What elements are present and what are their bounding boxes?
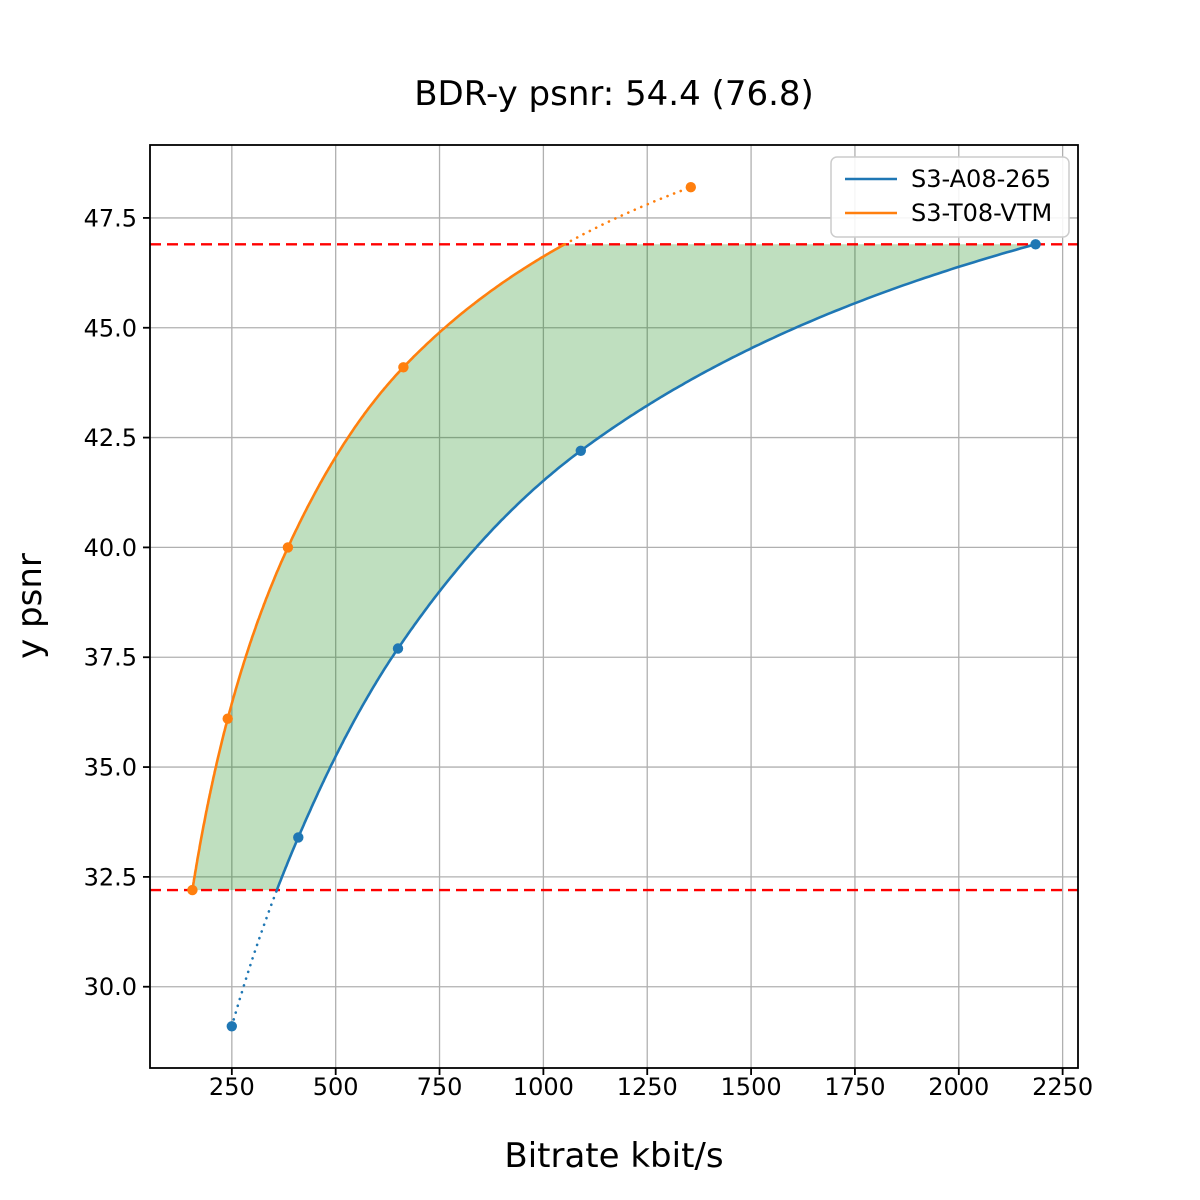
bd-rate-fill-area [192,244,1036,891]
y-tick-label: 47.5 [84,204,137,232]
series-curve [275,243,1037,892]
series-curve [191,243,566,892]
x-tick-label: 500 [313,1073,359,1101]
legend-box [830,156,1070,238]
x-tick-label: 750 [417,1073,463,1101]
x-tick-label: 1500 [721,1073,782,1101]
data-point [392,643,404,654]
x-tick-label: 1250 [617,1073,678,1101]
x-tick-label: 2000 [928,1073,989,1101]
legend-label: S3-A08-265 [911,165,1051,193]
data-point [685,182,696,193]
y-tick-label: 35.0 [84,754,137,782]
series-curve-dotted [563,185,693,246]
x-tick-label: 1000 [513,1073,574,1101]
y-tick-label: 37.5 [84,644,137,672]
data-point [187,884,198,896]
x-axis-label: Bitrate kbit/s [504,1136,724,1176]
data-point [1030,239,1041,250]
y-tick-label: 30.0 [84,973,137,1001]
y-tick-label: 45.0 [84,314,137,342]
data-point [293,832,304,843]
plot-border [149,144,1079,1069]
data-point [398,362,409,373]
legend-label: S3-T08-VTM [911,199,1052,227]
y-tick-label: 40.0 [84,534,137,562]
x-tick-label: 1750 [824,1073,885,1101]
y-tick-label: 32.5 [84,863,137,891]
x-tick-label: 250 [209,1073,255,1101]
x-tick-label: 2250 [1032,1073,1093,1101]
series-curve-dotted [230,888,279,1028]
data-point [222,713,233,724]
data-point [282,542,294,553]
y-tick-label: 42.5 [84,424,137,452]
chart-title: BDR-y psnr: 54.4 (76.8) [414,74,814,114]
data-point [226,1021,237,1032]
data-point [575,445,586,456]
